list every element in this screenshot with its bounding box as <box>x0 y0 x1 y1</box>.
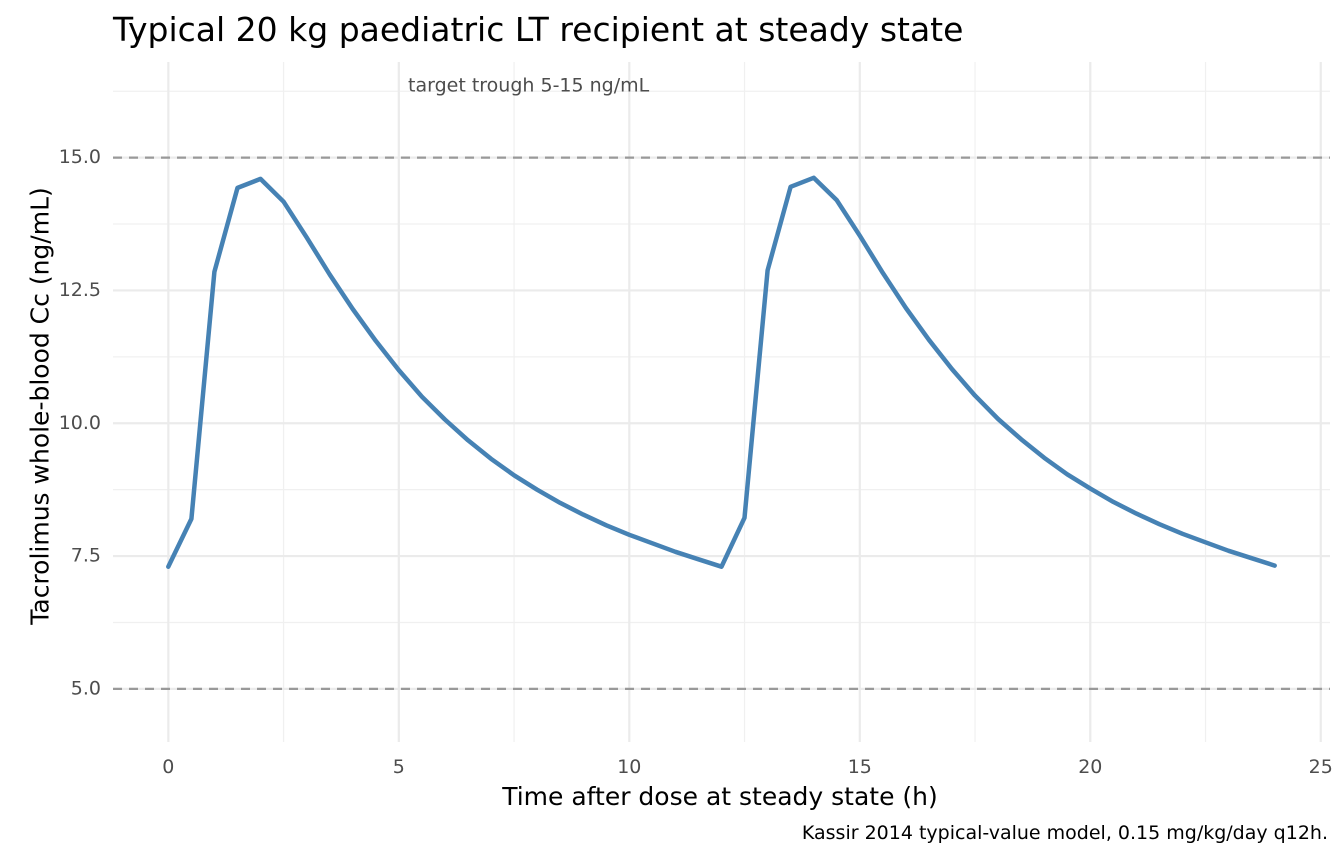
annotations: target trough 5-15 ng/mL <box>408 74 650 96</box>
minor-gridlines <box>113 62 1330 742</box>
series-line <box>166 175 1277 569</box>
x-tick-label: 20 <box>1078 756 1102 778</box>
y-tick-label: 15.0 <box>59 146 101 168</box>
annotation-label: target trough 5-15 ng/mL <box>408 74 650 96</box>
y-tick-label: 10.0 <box>59 412 101 434</box>
x-tick-label: 15 <box>848 756 872 778</box>
x-tick-label: 5 <box>393 756 405 778</box>
chart-title: Typical 20 kg paediatric LT recipient at… <box>113 10 964 49</box>
y-tick-label: 12.5 <box>59 279 101 301</box>
x-tick-label: 10 <box>617 756 641 778</box>
y-axis-ticks: 5.0 7.5 10.0 12.5 15.0 <box>59 146 101 699</box>
reference-lines <box>113 156 1330 690</box>
x-tick-label: 25 <box>1309 756 1333 778</box>
y-axis-label: Tacrolimus whole-blood Cc (ng/mL) <box>25 187 55 625</box>
chart-caption: Kassir 2014 typical-value model, 0.15 mg… <box>801 822 1328 844</box>
series-group <box>166 175 1277 569</box>
x-axis-label: Time after dose at steady state (h) <box>502 782 938 811</box>
x-tick-label: 0 <box>162 756 174 778</box>
y-tick-label: 5.0 <box>71 677 101 699</box>
x-axis-ticks: 0 5 10 15 20 25 <box>162 756 1333 778</box>
y-tick-label: 7.5 <box>71 545 101 567</box>
major-gridlines <box>113 62 1330 742</box>
